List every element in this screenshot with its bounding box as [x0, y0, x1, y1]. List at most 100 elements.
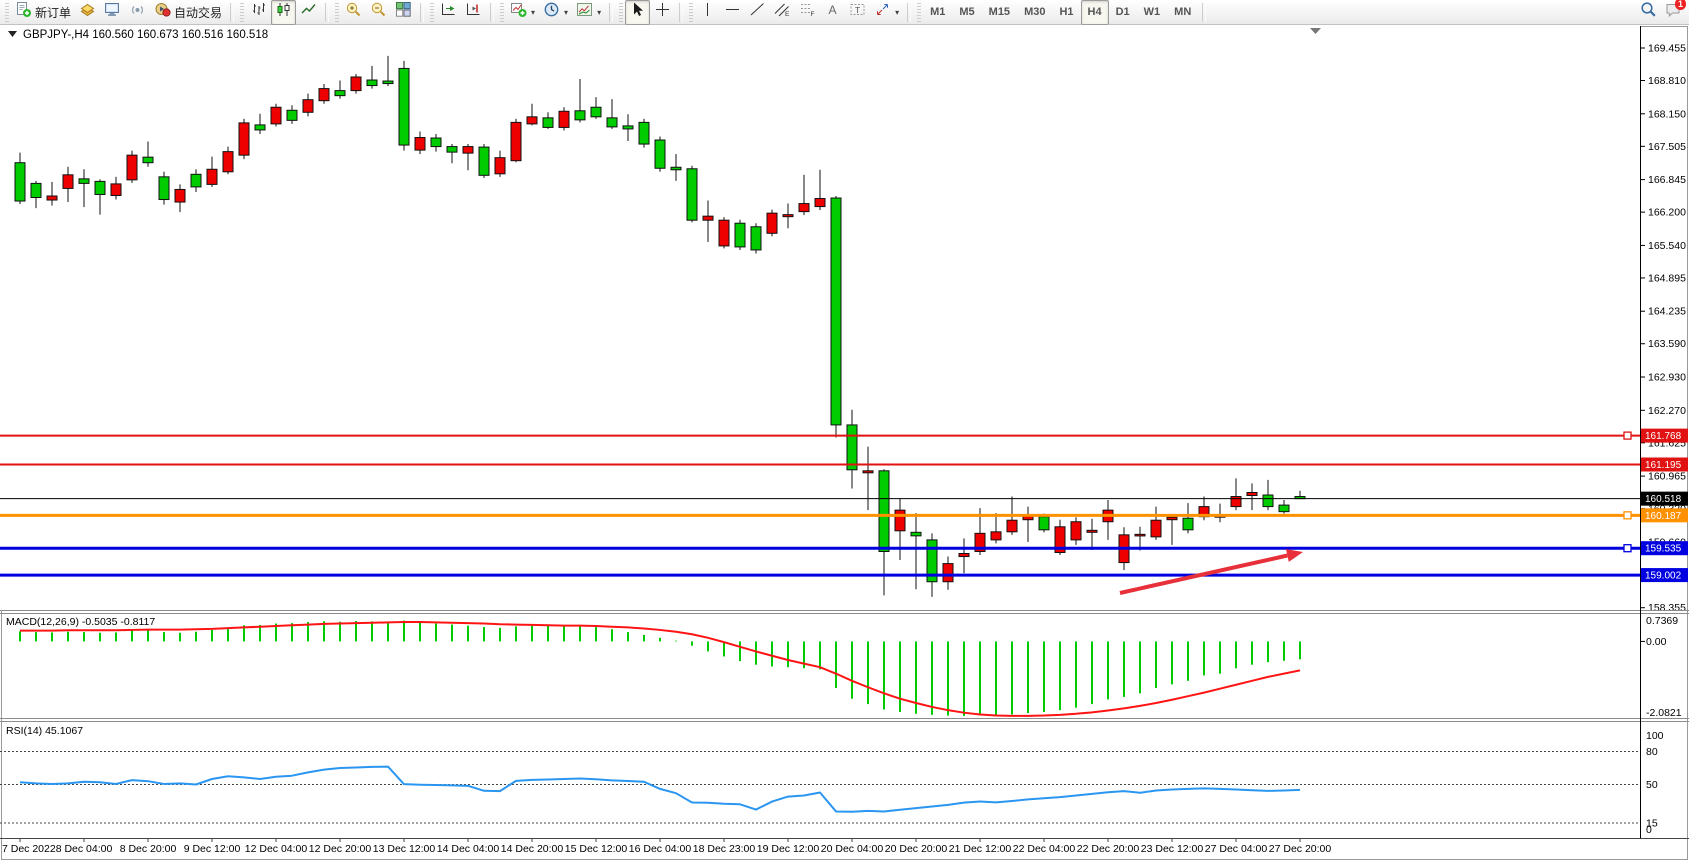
- candle: [1150, 519, 1162, 538]
- tf-w1-label: W1: [1143, 6, 1161, 18]
- horizontal-line-button[interactable]: [720, 0, 745, 25]
- navigator-button[interactable]: [125, 0, 150, 25]
- trend-arrow-head[interactable]: [1285, 549, 1303, 562]
- toolbar-separator: [325, 2, 330, 22]
- candle: [446, 146, 458, 153]
- auto-scroll-button[interactable]: [436, 0, 461, 25]
- bar-chart-type-icon: [250, 1, 267, 18]
- toolbar-grip: [5, 2, 9, 22]
- market-watch-button[interactable]: [75, 0, 100, 25]
- horizontal-line-icon: [724, 1, 741, 18]
- toolbar-separator: [230, 2, 235, 22]
- trend-arrow[interactable]: [1119, 553, 1288, 595]
- toolbar-separator: [679, 2, 684, 22]
- svg-text:A: A: [829, 3, 837, 17]
- text-label-icon: T: [849, 1, 866, 18]
- data-window-button[interactable]: [100, 0, 125, 25]
- time-axis-label: 27 Dec 20:00: [1269, 843, 1332, 855]
- vertical-line-button[interactable]: [695, 0, 720, 25]
- candle: [318, 88, 330, 102]
- price-badge: [1641, 457, 1688, 472]
- trend-line-button[interactable]: [745, 0, 770, 25]
- price-badge-label: 161.195: [1645, 460, 1682, 471]
- chart-shift-icon: [465, 1, 482, 18]
- price-axis-label: 163.590: [1648, 338, 1686, 350]
- auto-trading-button[interactable]: 自动交易: [150, 0, 226, 25]
- candle: [606, 117, 618, 128]
- chart-shift-marker[interactable]: [1310, 28, 1321, 34]
- candle: [222, 151, 234, 173]
- chart-title: GBPJPY-,H4 160.560 160.673 160.516 160.5…: [23, 29, 268, 41]
- toolbar-separator: [609, 2, 614, 22]
- time-axis-label: 9 Dec 12:00: [184, 843, 241, 855]
- price-axis-label: 168.810: [1648, 75, 1686, 87]
- hline-handle[interactable]: [1623, 431, 1632, 440]
- candle: [206, 168, 218, 185]
- notifications-button[interactable]: 1: [1661, 0, 1686, 25]
- tf-h1-label: H1: [1059, 6, 1074, 18]
- chevron-down-icon[interactable]: ▾: [597, 7, 602, 17]
- arrows-icon: [874, 1, 891, 18]
- candlestick-type-button[interactable]: [271, 0, 297, 25]
- candle: [158, 176, 170, 201]
- crosshair-button[interactable]: [650, 0, 675, 25]
- bar-chart-type-button[interactable]: [246, 0, 271, 25]
- candle: [798, 203, 810, 213]
- price-badge-label: 159.535: [1645, 544, 1682, 555]
- fibonacci-button[interactable]: F: [795, 0, 820, 25]
- tf-d1-button[interactable]: D1: [1109, 0, 1137, 25]
- tf-m15-button[interactable]: M15: [982, 0, 1017, 25]
- candle: [62, 174, 74, 189]
- toolbar-grip: [917, 2, 922, 22]
- candle: [78, 178, 90, 184]
- tf-mn-button[interactable]: MN: [1167, 0, 1198, 25]
- text-button[interactable]: A: [820, 0, 845, 25]
- candle: [894, 509, 906, 532]
- chart-plot[interactable]: [0, 26, 1640, 610]
- svg-text:T: T: [855, 5, 860, 15]
- candle: [814, 198, 826, 208]
- vertical-line-icon: [699, 1, 716, 18]
- search-button[interactable]: [1636, 0, 1661, 25]
- symbol-dropdown-icon[interactable]: [8, 31, 17, 37]
- zoom-in-button[interactable]: [341, 0, 366, 25]
- tf-m30-button[interactable]: M30: [1017, 0, 1052, 25]
- hline-handle[interactable]: [1623, 544, 1632, 553]
- candle: [270, 106, 282, 125]
- text-icon: A: [824, 1, 841, 18]
- zoom-out-button[interactable]: [366, 0, 391, 25]
- candle: [766, 212, 778, 234]
- tf-m1-button[interactable]: M1: [923, 0, 952, 25]
- candle: [558, 110, 570, 128]
- indicators-button[interactable]: ▾: [506, 0, 539, 25]
- chevron-down-icon[interactable]: ▾: [564, 7, 569, 17]
- candle: [1086, 529, 1098, 533]
- arrows-button[interactable]: ▾: [870, 0, 903, 25]
- candle: [574, 110, 586, 121]
- chevron-down-icon[interactable]: ▾: [531, 7, 536, 17]
- tf-h1-button[interactable]: H1: [1052, 0, 1080, 25]
- candle: [926, 539, 938, 583]
- candle: [782, 214, 794, 218]
- candle: [1278, 504, 1290, 513]
- templates-button[interactable]: ▾: [572, 0, 605, 25]
- tf-m5-button[interactable]: M5: [952, 0, 981, 25]
- periods-button[interactable]: ▾: [539, 0, 572, 25]
- line-chart-type-button[interactable]: [296, 0, 321, 25]
- candle: [670, 166, 682, 171]
- hline-handle[interactable]: [1623, 511, 1632, 520]
- tf-w1-button[interactable]: W1: [1137, 0, 1168, 25]
- price-badge: [1641, 541, 1688, 556]
- tile-windows-button[interactable]: [391, 0, 416, 25]
- tf-h4-button[interactable]: H4: [1080, 0, 1109, 25]
- text-label-button[interactable]: T: [845, 0, 870, 25]
- candle: [30, 182, 42, 199]
- chevron-down-icon[interactable]: ▾: [895, 7, 900, 17]
- chart-shift-button[interactable]: [461, 0, 486, 25]
- price-badge-label: 160.518: [1645, 494, 1682, 505]
- new-order-button[interactable]: 新订单: [11, 0, 75, 25]
- cursor-button[interactable]: [625, 0, 651, 25]
- price-badge: [1641, 491, 1688, 506]
- equidistant-channel-button[interactable]: E: [770, 0, 795, 25]
- rsi-axis-label: 0: [1646, 824, 1652, 836]
